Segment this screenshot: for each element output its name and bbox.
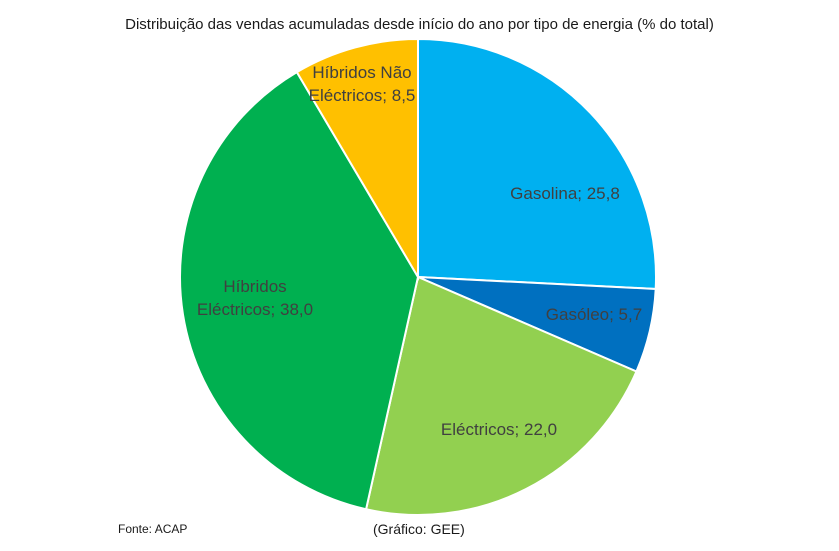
slice-label-hibridos-nao-electricos: Híbridos Não Eléctricos; 8,5 xyxy=(309,63,416,105)
chart-credit: (Gráfico: GEE) xyxy=(373,521,465,537)
pie-labels: Gasolina; 25,8 Gasóleo; 5,7 Eléctricos; 22… xyxy=(197,63,642,439)
chart-title: Distribuição das vendas acumuladas desde… xyxy=(125,16,714,33)
pie-slice-hibridos-nao-electricos xyxy=(295,37,419,281)
pie-slice-gasolina xyxy=(417,37,657,291)
pie-slice-hibridos-electricos xyxy=(179,70,420,511)
source-note: Fonte: ACAP xyxy=(118,522,188,536)
slice-label-hibridos-electricos: Híbridos Eléctricos; 38,0 xyxy=(197,277,313,319)
pie-slice-electricos xyxy=(364,275,638,516)
slice-label-gasolina: Gasolina; 25,8 xyxy=(510,184,620,203)
slice-label-electricos: Eléctricos; 22,0 xyxy=(441,420,557,439)
slice-label-gasoleo: Gasóleo; 5,7 xyxy=(546,305,642,324)
pie-slices xyxy=(179,37,657,516)
